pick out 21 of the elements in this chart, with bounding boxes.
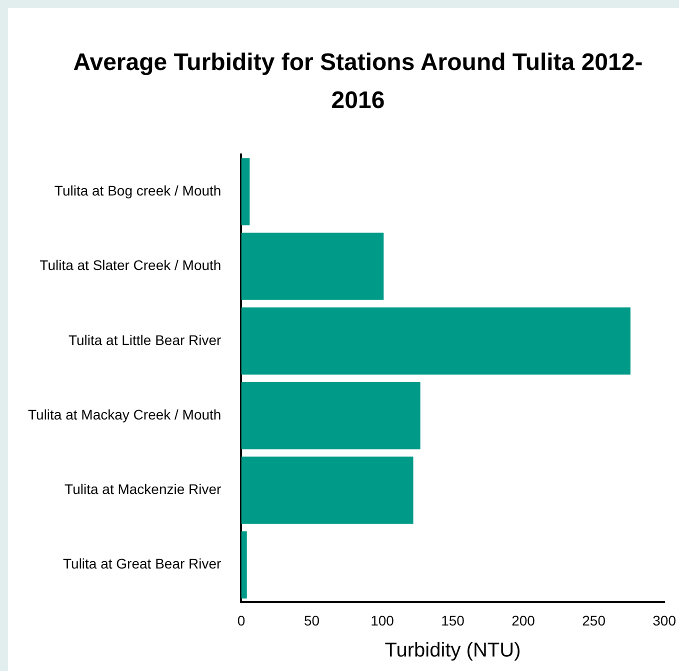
- bar: [241, 382, 420, 450]
- bar: [241, 232, 384, 300]
- x-tick-label: 0: [237, 612, 246, 628]
- x-tick-label: 300: [652, 612, 676, 628]
- x-tick-label: 200: [512, 612, 536, 628]
- x-tick-label: 100: [370, 612, 394, 628]
- y-tick-label: Tulita at Mackenzie River: [64, 481, 222, 498]
- x-axis-title: Turbidity (NTU): [384, 640, 521, 662]
- bar: [241, 531, 247, 598]
- y-tick-label: Tulita at Slater Creek / Mouth: [40, 257, 222, 274]
- y-tick-label: Tulita at Bog creek / Mouth: [54, 182, 222, 199]
- y-tick-label: Tulita at Mackay Creek / Mouth: [28, 406, 222, 422]
- x-tick-label: 50: [304, 612, 320, 628]
- y-tick-label: Tulita at Great Bear River: [63, 556, 222, 572]
- bar: [241, 307, 630, 375]
- x-tick-label: 150: [441, 612, 465, 628]
- y-tick-label: Tulita at Little Bear River: [68, 332, 222, 348]
- x-tick-label: 250: [582, 612, 606, 628]
- bar: [241, 456, 414, 524]
- chart-title: Average Turbidity for Stations Around Tulita 2012-2016: [72, 48, 644, 116]
- bar: [241, 158, 250, 226]
